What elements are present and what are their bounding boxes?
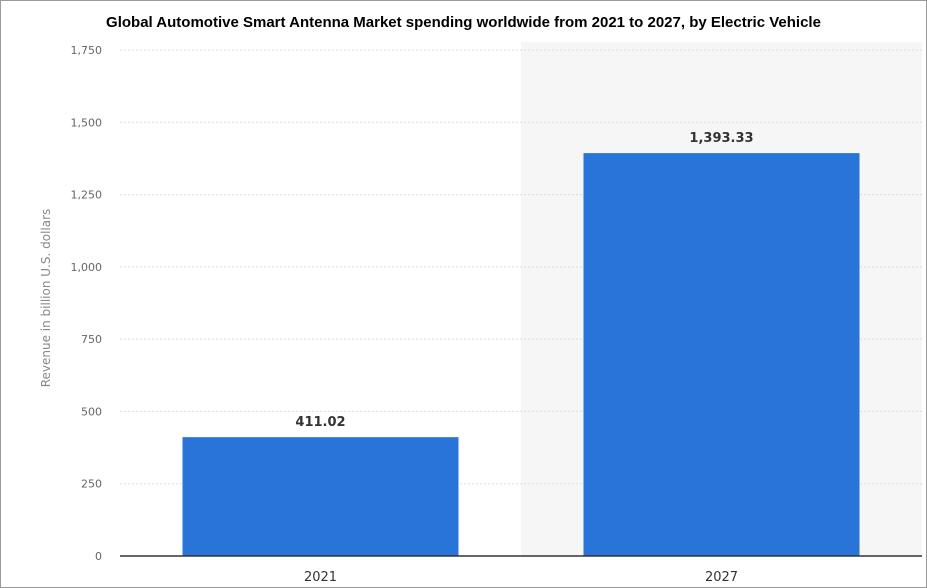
bars [182, 153, 860, 556]
y-axis-ticks: 0 250 500 750 1,000 1,250 1,500 1,750 [71, 44, 103, 563]
y-tick-label: 250 [81, 478, 102, 491]
x-tick-label: 2021 [304, 570, 337, 585]
y-tick-label: 750 [81, 333, 102, 346]
y-axis-label: Revenue in billion U.S. dollars [39, 209, 53, 388]
data-labels: 411.02 1,393.33 [295, 131, 753, 430]
y-tick-label: 1,750 [71, 44, 103, 57]
y-tick-label: 0 [95, 550, 102, 563]
y-tick-label: 1,250 [71, 189, 103, 202]
chart-title: Global Automotive Smart Antenna Market s… [106, 14, 821, 31]
y-tick-label: 1,000 [71, 261, 103, 274]
data-label: 1,393.33 [689, 131, 753, 146]
x-axis-ticks: 2021 2027 [304, 570, 738, 585]
data-label: 411.02 [295, 415, 345, 430]
x-tick-label: 2027 [705, 570, 738, 585]
bar [182, 437, 459, 556]
bar [583, 153, 860, 556]
y-tick-label: 1,500 [71, 116, 103, 129]
y-tick-label: 500 [81, 405, 102, 418]
